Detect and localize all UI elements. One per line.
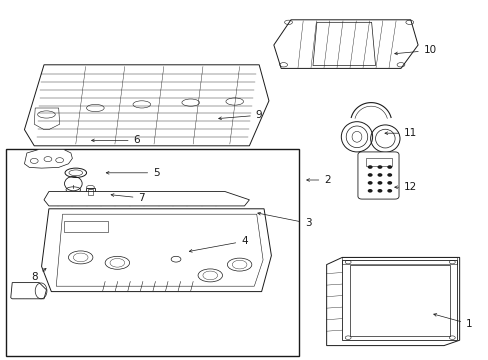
Ellipse shape <box>377 181 382 185</box>
Bar <box>87 189 93 195</box>
Bar <box>63 221 107 232</box>
Ellipse shape <box>386 189 391 193</box>
Polygon shape <box>44 192 249 206</box>
Text: 10: 10 <box>394 45 436 55</box>
Text: 8: 8 <box>31 269 46 282</box>
Text: 2: 2 <box>306 175 330 185</box>
Text: 4: 4 <box>189 236 247 252</box>
Polygon shape <box>24 65 268 146</box>
Bar <box>6 149 299 356</box>
Text: 12: 12 <box>394 182 417 192</box>
Bar <box>365 158 391 166</box>
Ellipse shape <box>367 165 372 169</box>
Text: 9: 9 <box>218 110 262 120</box>
Text: 1: 1 <box>433 314 472 329</box>
Text: 7: 7 <box>111 193 145 203</box>
Ellipse shape <box>377 189 382 193</box>
Bar <box>342 257 456 264</box>
Ellipse shape <box>367 181 372 185</box>
Bar <box>349 265 449 336</box>
Text: 6: 6 <box>91 135 140 145</box>
Text: 11: 11 <box>384 128 417 138</box>
Ellipse shape <box>377 173 382 177</box>
Bar <box>342 260 456 340</box>
Polygon shape <box>24 149 72 168</box>
Polygon shape <box>273 20 417 68</box>
Text: 5: 5 <box>106 168 160 178</box>
Ellipse shape <box>386 181 391 185</box>
Ellipse shape <box>386 165 391 169</box>
Polygon shape <box>41 209 271 292</box>
Bar <box>85 188 95 197</box>
FancyBboxPatch shape <box>357 152 398 199</box>
Polygon shape <box>11 283 46 299</box>
Ellipse shape <box>377 165 382 169</box>
Text: 3: 3 <box>257 212 311 228</box>
Ellipse shape <box>386 173 391 177</box>
Ellipse shape <box>367 189 372 193</box>
Ellipse shape <box>367 173 372 177</box>
Polygon shape <box>326 257 459 346</box>
